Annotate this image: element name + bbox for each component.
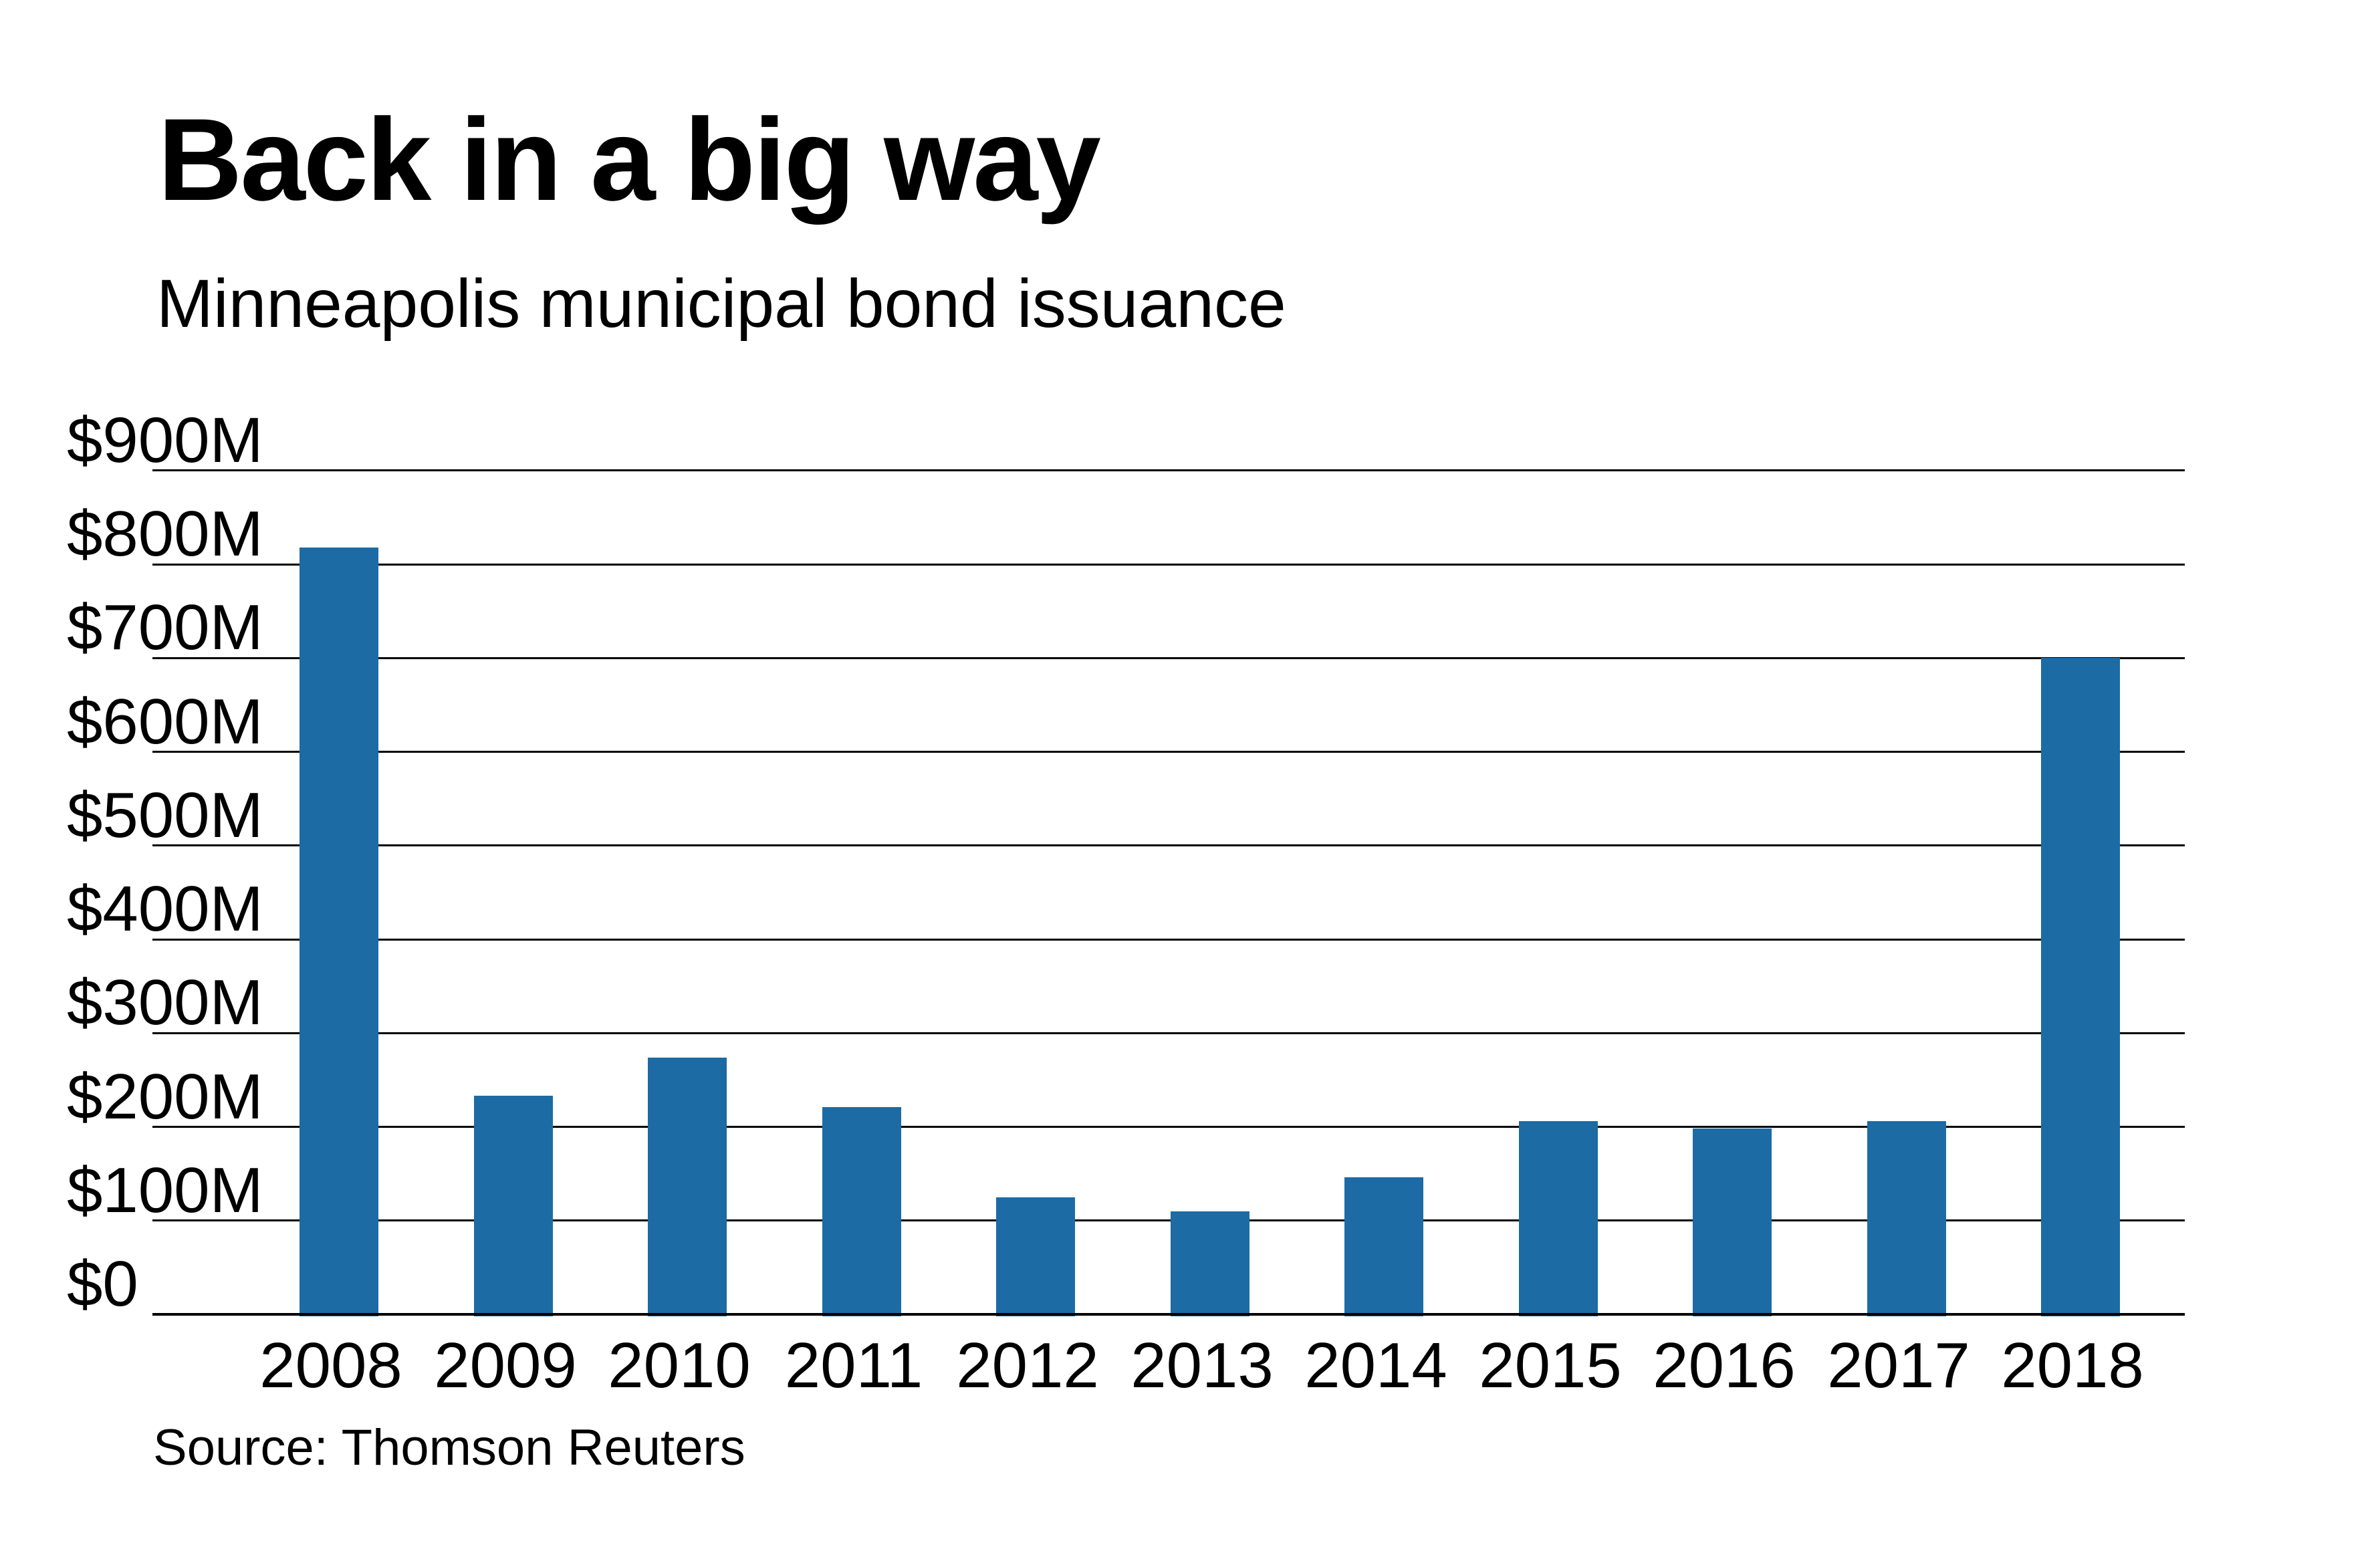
bar-2008 (300, 548, 378, 1316)
x-axis-label: 2017 (1827, 1330, 1970, 1401)
y-axis-label: $600M (67, 685, 263, 757)
x-axis-label: 2008 (259, 1330, 402, 1401)
bar-2009 (474, 1096, 553, 1316)
x-axis-label: 2015 (1479, 1330, 1622, 1401)
gridline (152, 751, 2185, 753)
gridline (152, 939, 2185, 941)
y-axis-label: $800M (67, 498, 263, 570)
x-axis-label: 2014 (1304, 1330, 1447, 1401)
bar-2014 (1344, 1177, 1423, 1316)
gridline (152, 469, 2185, 471)
gridline (152, 1126, 2185, 1128)
y-axis-label: $700M (67, 592, 263, 664)
chart-subtitle: Minneapolis municipal bond issuance (156, 265, 1286, 342)
bar-2018 (2041, 658, 2120, 1316)
x-axis-label: 2018 (2001, 1330, 2144, 1401)
y-axis-label: $100M (67, 1154, 263, 1226)
y-axis-label: $300M (67, 967, 263, 1039)
source-note: Source: Thomson Reuters (153, 1419, 745, 1476)
bar-2017 (1867, 1121, 1946, 1316)
x-axis-line (152, 1313, 2185, 1316)
gridline (152, 1032, 2185, 1034)
chart-title: Back in a big way (158, 95, 1101, 225)
x-axis-label: 2013 (1130, 1330, 1274, 1401)
y-axis-label: $400M (67, 873, 263, 945)
bar-2011 (822, 1107, 901, 1316)
x-axis-label: 2016 (1653, 1330, 1796, 1401)
bar-2016 (1693, 1128, 1772, 1316)
gridline (152, 1219, 2185, 1221)
x-axis-label: 2010 (608, 1330, 751, 1401)
gridline (152, 844, 2185, 846)
bar-2010 (648, 1058, 727, 1316)
x-axis-label: 2009 (434, 1330, 577, 1401)
y-axis-label: $900M (67, 404, 263, 476)
gridline (152, 564, 2185, 566)
x-axis-label: 2011 (784, 1330, 923, 1401)
gridline (152, 657, 2185, 659)
bar-2013 (1171, 1211, 1250, 1316)
y-axis-label: $200M (67, 1060, 263, 1132)
y-axis-label: $0 (67, 1248, 138, 1320)
bar-2012 (996, 1197, 1075, 1316)
bar-2015 (1519, 1121, 1598, 1316)
x-axis-label: 2012 (956, 1330, 1099, 1401)
y-axis-label: $500M (67, 779, 263, 851)
